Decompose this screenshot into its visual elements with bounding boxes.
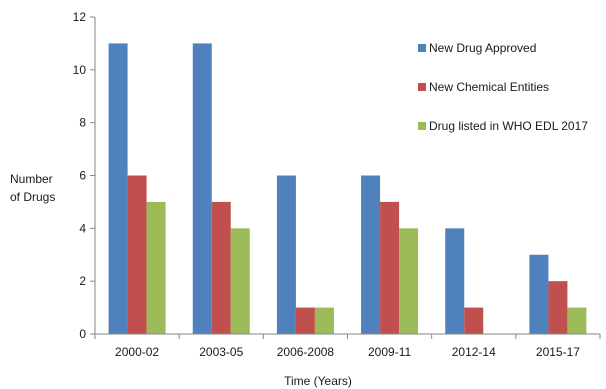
legend-label: New Drug Approved bbox=[429, 41, 536, 55]
bar-drug-listed-in-who-edl-2017-2009-11 bbox=[399, 228, 419, 334]
y-tick-label: 6 bbox=[79, 169, 86, 183]
legend-swatch bbox=[418, 122, 426, 130]
bar-new-drug-approved-2006-2008 bbox=[276, 175, 296, 334]
y-axis-ticks: 0 2 4 6 8 10 12 bbox=[73, 10, 95, 341]
legend-label: Drug listed in WHO EDL 2017 bbox=[429, 119, 588, 133]
bar-new-drug-approved-2012-14 bbox=[445, 228, 465, 334]
y-tick-label: 0 bbox=[79, 327, 86, 341]
x-tick-label: 2006-2008 bbox=[277, 345, 335, 359]
x-tick-label: 2015-17 bbox=[536, 345, 580, 359]
y-tick-label: 10 bbox=[73, 63, 87, 77]
y-tick-label: 12 bbox=[73, 10, 87, 24]
y-axis-title-line-1: Number bbox=[10, 172, 53, 186]
x-axis-ticks: 2000-02 2003-05 2006-2008 2009-11 2012-14 201… bbox=[94, 334, 601, 359]
x-tick-label: 2009-11 bbox=[368, 345, 411, 359]
x-tick-label: 2003-05 bbox=[199, 345, 243, 359]
bar-new-drug-approved-2003-05 bbox=[192, 43, 212, 335]
y-tick-label: 4 bbox=[79, 221, 86, 235]
bar-new-drug-approved-2000-02 bbox=[108, 43, 128, 335]
bar-new-chemical-entities-2015-17 bbox=[548, 281, 568, 334]
bar-drug-listed-in-who-edl-2017-2006-2008 bbox=[314, 307, 334, 334]
legend-swatch bbox=[418, 83, 426, 91]
legend-label: New Chemical Entities bbox=[429, 80, 549, 94]
y-axis-title-line-2: of Drugs bbox=[10, 190, 55, 204]
y-tick-label: 8 bbox=[79, 116, 86, 130]
bar-new-drug-approved-2015-17 bbox=[529, 254, 549, 334]
bars-group bbox=[108, 43, 587, 335]
bar-new-chemical-entities-2009-11 bbox=[380, 201, 400, 334]
bar-drug-listed-in-who-edl-2017-2003-05 bbox=[230, 228, 250, 334]
legend: New Drug Approved New Chemical Entities Dr… bbox=[418, 41, 588, 133]
y-tick-label: 2 bbox=[79, 274, 86, 288]
bar-new-chemical-entities-2003-05 bbox=[211, 201, 231, 334]
bar-new-chemical-entities-2000-02 bbox=[127, 175, 147, 334]
bar-new-chemical-entities-2012-14 bbox=[464, 307, 484, 334]
bar-new-drug-approved-2009-11 bbox=[361, 175, 381, 334]
bar-new-chemical-entities-2006-2008 bbox=[295, 307, 315, 334]
x-tick-label: 2012-14 bbox=[452, 345, 496, 359]
x-tick-label: 2000-02 bbox=[115, 345, 159, 359]
x-axis-title: Time (Years) bbox=[284, 374, 352, 388]
legend-swatch bbox=[418, 44, 426, 52]
bar-drug-listed-in-who-edl-2017-2000-02 bbox=[146, 201, 166, 334]
bar-drug-listed-in-who-edl-2017-2015-17 bbox=[567, 307, 587, 334]
